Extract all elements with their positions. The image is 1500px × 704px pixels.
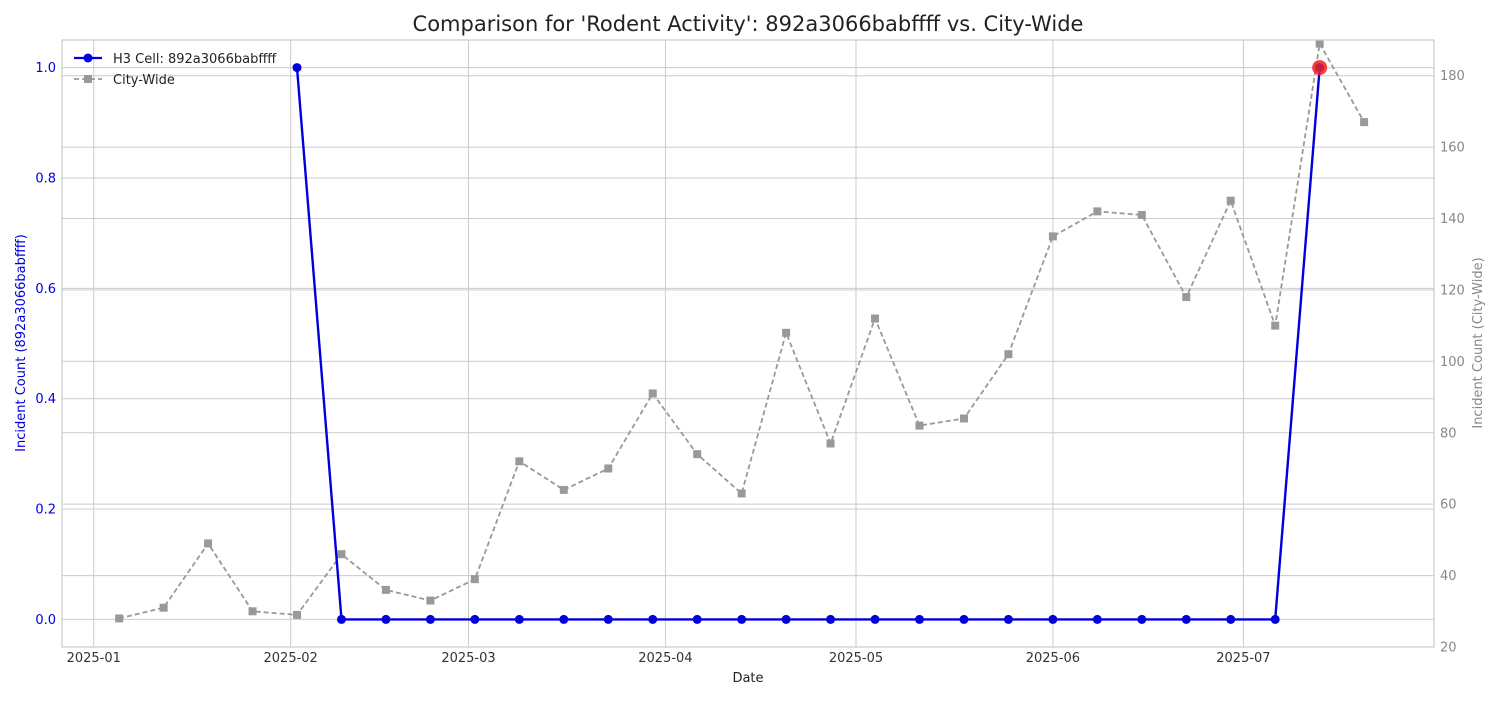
h3-cell-point — [514, 614, 524, 624]
city-wide-point — [381, 585, 390, 594]
y-axis-right-label: Incident Count (City-Wide) — [1471, 257, 1486, 428]
legend-city-label: City-Wide — [113, 73, 175, 88]
y-right-tick-label: 100 — [1440, 355, 1465, 370]
y-right-tick-label: 160 — [1440, 141, 1465, 156]
y-right-tick-label: 60 — [1440, 498, 1457, 513]
city-wide-point — [648, 389, 657, 398]
city-wide-point — [871, 314, 880, 323]
city-wide-point — [204, 539, 213, 548]
h3-cell-point — [603, 614, 613, 624]
x-tick-label: 2025-01 — [67, 651, 121, 666]
y-left-tick-label: 0.8 — [35, 171, 56, 186]
city-wide-point — [737, 489, 746, 498]
x-tick-label: 2025-07 — [1216, 651, 1270, 666]
h3-cell-point — [915, 614, 924, 624]
plot-frame — [61, 39, 1435, 648]
h3-cell-point — [559, 614, 569, 624]
h3-cell-point — [826, 614, 836, 624]
h3-cell-point — [781, 614, 791, 624]
h3-cell-point — [470, 614, 480, 624]
y-right-tick-label: 180 — [1440, 69, 1465, 84]
city-wide-point — [426, 596, 435, 605]
city-wide-point — [470, 575, 479, 584]
city-wide-point — [1182, 293, 1191, 302]
y-axis-left-label: Incident Count (892a3066babffff) — [14, 234, 29, 452]
y-right-tick-label: 80 — [1440, 426, 1457, 441]
h3-cell-point — [292, 63, 302, 73]
y-left-tick-label: 0.4 — [35, 392, 56, 407]
city-wide-point — [826, 439, 835, 448]
h3-cell-point — [336, 614, 346, 624]
city-wide-point — [248, 607, 257, 616]
city-wide-line — [118, 40, 1365, 620]
city-wide-point — [1093, 207, 1102, 216]
plot-background — [62, 40, 1434, 647]
legend-cell-label: H3 Cell: 892a3066babffff — [113, 52, 277, 67]
y-left-tick-label: 0.6 — [35, 282, 56, 297]
x-tick-label: 2025-02 — [264, 651, 318, 666]
y-right-tick-label: 120 — [1440, 283, 1465, 298]
h3-cell-line — [295, 67, 1321, 621]
city-wide-point — [115, 614, 124, 623]
h3-cell-point — [1137, 614, 1147, 624]
x-tick-label: 2025-06 — [1026, 651, 1080, 666]
city-wide-point — [1360, 118, 1369, 127]
h3-cell-point — [959, 614, 969, 624]
highlight-layer — [1312, 60, 1328, 76]
legend-city-marker — [84, 75, 92, 83]
city-wide-point — [1137, 210, 1146, 219]
y-right-tick-label: 140 — [1440, 212, 1465, 227]
h3-cell-point — [1092, 614, 1102, 624]
city-wide-point — [782, 328, 791, 337]
h3-cell-point — [737, 614, 747, 624]
h3-cell-point — [1270, 614, 1280, 624]
y-left-tick-label: 0.2 — [35, 503, 56, 518]
city-wide-point — [915, 421, 924, 430]
city-wide-point — [559, 485, 568, 494]
h3-cell-series — [292, 63, 1325, 624]
x-axis-label: Date — [732, 671, 763, 686]
h3-cell-point — [381, 614, 391, 624]
y-right-tick-label: 20 — [1440, 641, 1457, 656]
x-tick-label: 2025-04 — [638, 651, 692, 666]
grid-layer — [62, 40, 1434, 647]
city-wide-point — [1226, 196, 1235, 205]
city-wide-point — [604, 464, 613, 473]
city-wide-point — [693, 450, 702, 459]
city-wide-point — [293, 610, 302, 619]
legend: H3 Cell: 892a3066babffff City-Wide — [74, 52, 277, 88]
city-wide-point — [337, 550, 346, 559]
city-wide-point — [1271, 321, 1280, 330]
city-wide-point — [515, 457, 524, 466]
h3-cell-point — [1003, 614, 1013, 624]
h3-cell-point — [425, 614, 435, 624]
chart-title: Comparison for 'Rodent Activity': 892a30… — [413, 12, 1084, 36]
city-wide-series — [115, 39, 1369, 623]
h3-cell-point — [1226, 614, 1236, 624]
y-right-tick-label: 40 — [1440, 569, 1457, 584]
h3-cell-point — [692, 614, 702, 624]
h3-cell-point — [1181, 614, 1191, 624]
y-left-tick-label: 1.0 — [35, 61, 56, 76]
city-wide-point — [959, 414, 968, 423]
x-tick-label: 2025-05 — [829, 651, 883, 666]
city-wide-point — [1004, 350, 1013, 359]
legend-cell-marker — [83, 53, 93, 63]
highlight-point — [1312, 60, 1328, 76]
city-wide-point — [1315, 39, 1324, 48]
y-left-tick-label: 0.0 — [35, 613, 56, 628]
city-wide-point — [159, 603, 168, 612]
x-tick-label: 2025-03 — [441, 651, 495, 666]
h3-cell-point — [870, 614, 880, 624]
tick-layer: 2025-01 2025-02 2025-03 2025-04 2025-05 2025-… — [35, 61, 1465, 666]
h3-cell-point — [648, 614, 658, 624]
h3-cell-point — [1048, 614, 1058, 624]
city-wide-point — [1048, 232, 1057, 241]
